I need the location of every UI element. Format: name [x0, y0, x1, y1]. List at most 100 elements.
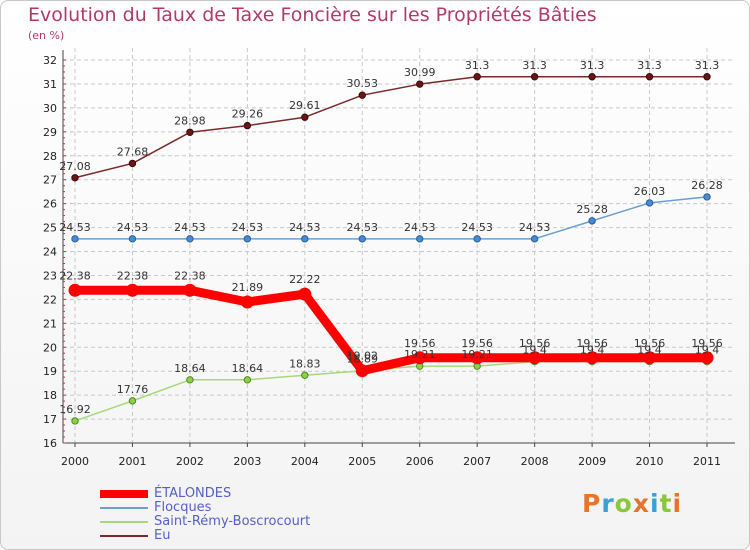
brand-letter: x [632, 489, 650, 518]
data-point [240, 295, 254, 309]
data-point [128, 235, 137, 243]
series-line [74, 360, 707, 422]
data-point [186, 235, 194, 243]
data-label: 19.4 [637, 344, 662, 357]
data-point [473, 235, 481, 243]
data-label: 24.53 [174, 221, 206, 234]
data-label: 31.3 [637, 59, 662, 72]
brand-letter: o [614, 489, 633, 518]
legend-swatch [100, 521, 148, 523]
x-tick-label: 2006 [406, 455, 434, 468]
data-label: 18.89 [347, 353, 379, 366]
data-point [68, 283, 82, 297]
data-label: 27.68 [117, 145, 149, 158]
data-point [703, 193, 711, 201]
data-point [243, 235, 252, 243]
data-point [530, 73, 539, 81]
data-label: 18.64 [232, 362, 264, 375]
data-point [301, 235, 309, 243]
x-tick-label: 2000 [61, 455, 89, 468]
data-point [298, 287, 312, 301]
data-label: 19.4 [580, 344, 605, 357]
data-label: 18.64 [174, 362, 206, 375]
brand-letter: i [650, 489, 660, 518]
y-tick-label: 25 [43, 222, 57, 235]
legend-label: ÉTALONDES [154, 486, 232, 501]
data-label: 19.56 [519, 337, 551, 350]
legend-item: Eu [100, 528, 500, 543]
data-point [355, 364, 369, 378]
y-tick-label: 28 [43, 150, 57, 163]
data-label: 19.02 [347, 350, 379, 363]
data-label: 19.56 [691, 337, 723, 350]
data-label: 27.08 [59, 160, 91, 173]
data-label: 22.38 [59, 269, 91, 282]
brand-letter: t [659, 489, 673, 518]
data-label: 24.53 [461, 221, 493, 234]
y-tick-label: 22 [43, 293, 57, 306]
brand-letter: P [582, 489, 602, 518]
data-point [125, 283, 139, 297]
y-tick-label: 26 [43, 198, 57, 211]
data-label: 18.83 [289, 357, 321, 370]
data-point [301, 371, 309, 379]
grid [63, 48, 735, 443]
legend-label: Flocques [154, 500, 212, 515]
series-line [75, 285, 707, 376]
data-point [645, 199, 654, 207]
x-tick-label: 2005 [348, 455, 376, 468]
data-point [186, 376, 194, 384]
brand-logo: Proxiti [582, 489, 682, 518]
chart-subtitle: (en %) [28, 29, 65, 42]
data-point [243, 121, 252, 130]
data-point [528, 351, 542, 365]
data-point [128, 159, 137, 168]
x-tick-label: 2009 [578, 455, 606, 468]
x-tick-label: 2008 [521, 455, 549, 468]
data-label: 30.99 [404, 66, 436, 79]
y-tick-label: 18 [43, 389, 57, 402]
series-layer [68, 73, 714, 425]
data-point [71, 417, 79, 425]
data-label: 19.56 [404, 337, 436, 350]
data-point [358, 235, 366, 243]
y-tick-label: 20 [43, 341, 57, 354]
data-point [588, 73, 596, 81]
y-tick-label: 31 [43, 78, 57, 91]
data-point [301, 113, 309, 121]
data-point [585, 351, 599, 365]
legend-swatch [100, 490, 148, 498]
data-labels: 22.38 22.38 22.38 21.89 22.22 19.02 19.56 19.56… [59, 59, 723, 416]
data-label: 19.56 [576, 337, 608, 350]
data-label: 24.53 [404, 221, 436, 234]
data-point [473, 73, 481, 81]
data-label: 29.61 [289, 99, 321, 112]
chart-title: Evolution du Taux de Taxe Foncière sur l… [28, 4, 597, 26]
data-label: 31.3 [695, 59, 720, 72]
data-point [358, 91, 366, 99]
data-label: 30.53 [347, 77, 379, 90]
data-label: 19.4 [522, 344, 547, 357]
data-point [703, 73, 711, 81]
data-label: 24.53 [347, 221, 379, 234]
data-point [643, 351, 657, 365]
data-label: 24.53 [232, 221, 264, 234]
y-tick-label: 30 [43, 102, 57, 115]
data-label: 22.38 [174, 269, 206, 282]
data-point [71, 235, 79, 243]
y-tick-label: 16 [43, 437, 57, 450]
data-label: 24.53 [289, 221, 321, 234]
legend-item: ÉTALONDES [100, 486, 500, 501]
data-point [416, 235, 424, 243]
y-tick-label: 19 [43, 365, 57, 378]
data-label: 19.56 [634, 337, 666, 350]
data-label: 19.4 [695, 344, 720, 357]
data-label: 29.26 [232, 108, 264, 121]
data-label: 26.03 [634, 185, 666, 198]
legend-item: Flocques [100, 500, 500, 515]
data-label: 31.3 [522, 59, 547, 72]
y-tick-label: 17 [43, 413, 57, 426]
legend-swatch [100, 535, 148, 537]
data-label: 31.3 [580, 59, 605, 72]
